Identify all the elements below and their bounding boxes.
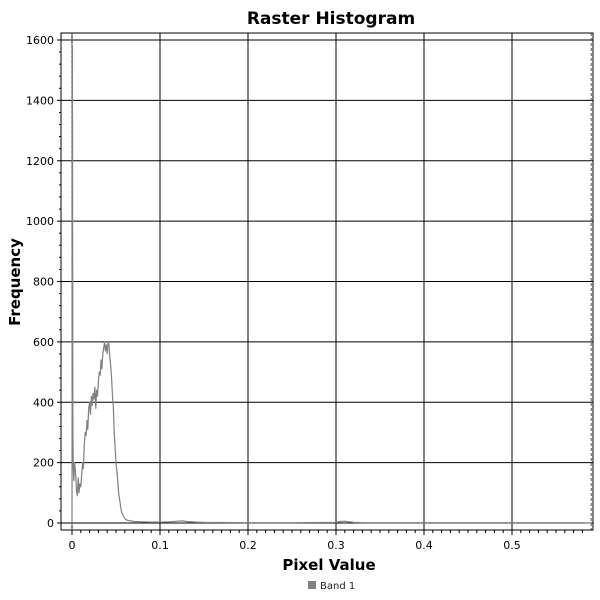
y-tick-label: 0 [47, 517, 54, 530]
chart-title: Raster Histogram [247, 9, 415, 29]
series-line-band-1 [71, 45, 592, 524]
grid-lines [61, 33, 593, 530]
x-axis-label: Pixel Value [282, 556, 375, 574]
x-axis-ticks: 0 0.1 0.2 0.3 0.4 0.5 [69, 530, 583, 552]
x-tick-label: 0.5 [503, 539, 521, 552]
y-axis-ticks: 0 200 400 600 800 1000 1200 1400 1600 [26, 34, 61, 530]
x-tick-label: 0.4 [415, 539, 433, 552]
y-tick-label: 400 [33, 396, 54, 409]
y-tick-label: 1400 [26, 94, 54, 107]
plot-series [71, 45, 592, 524]
legend-label-band-1: Band 1 [320, 581, 355, 592]
x-tick-label: 0.3 [327, 539, 345, 552]
y-tick-label: 1600 [26, 34, 54, 47]
y-tick-label: 600 [33, 336, 54, 349]
x-tick-label: 0.2 [239, 539, 257, 552]
y-axis-label: Frequency [6, 238, 24, 326]
y-tick-label: 200 [33, 457, 54, 470]
legend: Band 1 [308, 581, 355, 592]
y-tick-label: 800 [33, 276, 54, 289]
legend-swatch-band-1 [308, 581, 316, 589]
y-tick-label: 1000 [26, 215, 54, 228]
y-tick-label: 1200 [26, 155, 54, 168]
x-tick-label: 0 [69, 539, 76, 552]
x-tick-label: 0.1 [151, 539, 169, 552]
